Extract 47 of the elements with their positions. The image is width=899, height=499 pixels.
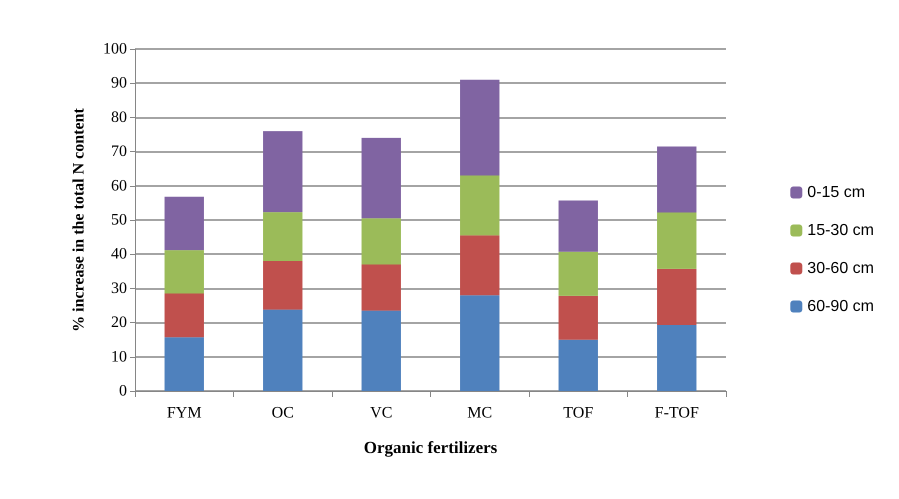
x-tick-label: MC <box>467 404 492 422</box>
bar <box>558 340 598 391</box>
bar <box>460 295 500 391</box>
y-tick-label: 80 <box>111 108 127 126</box>
bar <box>657 212 696 269</box>
bar <box>558 252 598 296</box>
bar <box>362 138 401 218</box>
y-tick-label: 0 <box>119 382 127 400</box>
y-tick-label: 90 <box>111 74 127 92</box>
bar <box>263 212 302 262</box>
bar <box>362 310 401 391</box>
legend-label: 15-30 cm <box>807 222 874 239</box>
bar <box>657 146 696 212</box>
y-tick-label: 30 <box>111 280 127 297</box>
bar <box>362 218 401 264</box>
y-tick-label: 40 <box>111 246 127 263</box>
y-tick-label: 50 <box>111 212 127 228</box>
bar <box>263 261 302 310</box>
bar <box>558 296 598 340</box>
y-tick-label: 10 <box>111 348 127 366</box>
bar <box>164 250 204 294</box>
bar <box>164 196 204 250</box>
bar <box>362 264 401 311</box>
x-tick-label: TOF <box>563 404 594 422</box>
y-tick-label: 60 <box>111 177 127 194</box>
bar <box>164 337 204 391</box>
legend-label: 60-90 cm <box>807 298 874 315</box>
bar <box>657 268 696 325</box>
y-tick-label: 70 <box>111 143 127 160</box>
bar <box>460 176 500 236</box>
x-tick-label: FYM <box>166 404 202 422</box>
x-tick-label: OC <box>272 404 294 422</box>
x-tick-label: F-TOF <box>654 404 699 422</box>
y-axis-title: % increase in the total N content <box>70 107 88 332</box>
y-tick-label: 20 <box>111 314 127 332</box>
x-tick-label: VC <box>370 404 392 422</box>
bar <box>558 200 598 252</box>
bar <box>263 310 302 391</box>
bar <box>460 235 500 296</box>
x-axis-title: Organic fertilizers <box>364 438 498 457</box>
legend-label: 0-15 cm <box>807 184 866 201</box>
y-tick-label: 100 <box>103 40 127 58</box>
legend-label: 30-60 cm <box>807 260 874 277</box>
bar <box>657 324 696 391</box>
bar <box>263 131 302 212</box>
bar <box>164 294 204 338</box>
bar <box>460 80 500 176</box>
